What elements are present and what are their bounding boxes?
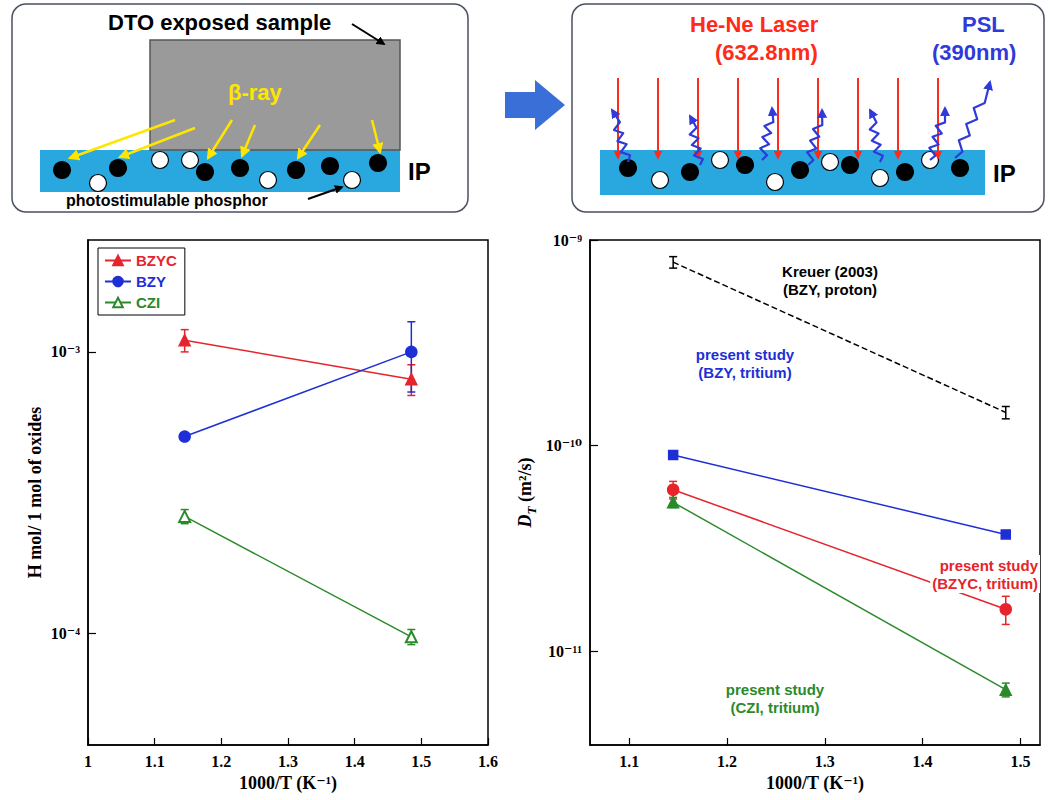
- svg-text:PSL: PSL: [962, 12, 1005, 37]
- svg-text:(BZYC, tritium): (BZYC, tritium): [932, 575, 1038, 592]
- svg-text:H mol/ 1 mol of oxides: H mol/ 1 mol of oxides: [25, 407, 45, 579]
- svg-text:D: D: [515, 514, 535, 528]
- svg-text:(BZY, tritium): (BZY, tritium): [698, 364, 791, 381]
- svg-text:CZI: CZI: [136, 294, 160, 311]
- svg-text:(632.8nm): (632.8nm): [715, 40, 818, 65]
- svg-text:IP: IP: [993, 160, 1016, 187]
- svg-text:1: 1: [84, 753, 92, 770]
- svg-text:1000/T (K⁻¹): 1000/T (K⁻¹): [766, 773, 864, 794]
- svg-text:10⁻¹¹: 10⁻¹¹: [548, 643, 582, 660]
- svg-text:1.2: 1.2: [211, 753, 231, 770]
- svg-text:photostimulable phosphor: photostimulable phosphor: [66, 192, 268, 209]
- svg-text:1.4: 1.4: [345, 753, 365, 770]
- svg-text:(390nm): (390nm): [932, 40, 1016, 65]
- svg-text:IP: IP: [408, 158, 431, 185]
- svg-text:10⁻⁹: 10⁻⁹: [553, 232, 582, 249]
- svg-text:1.2: 1.2: [717, 753, 737, 770]
- svg-text:(BZY, proton): (BZY, proton): [783, 281, 877, 298]
- svg-text:1.1: 1.1: [619, 753, 639, 770]
- svg-text:(m²/s): (m²/s): [515, 458, 536, 507]
- svg-text:He-Ne Laser: He-Ne Laser: [690, 12, 819, 37]
- svg-text:10⁻¹⁰: 10⁻¹⁰: [546, 437, 582, 454]
- svg-text:1.5: 1.5: [411, 753, 431, 770]
- svg-text:T: T: [524, 506, 539, 515]
- svg-text:1000/T (K⁻¹): 1000/T (K⁻¹): [239, 773, 337, 794]
- svg-text:10⁻³: 10⁻³: [51, 343, 80, 360]
- svg-text:10⁻⁴: 10⁻⁴: [51, 625, 80, 642]
- svg-text:DTO exposed sample: DTO exposed sample: [108, 10, 331, 35]
- svg-text:(CZI, tritium): (CZI, tritium): [730, 699, 819, 716]
- svg-text:1.3: 1.3: [815, 753, 835, 770]
- svg-text:present study: present study: [726, 681, 825, 698]
- svg-text:present study: present study: [696, 346, 795, 363]
- svg-text:β-ray: β-ray: [228, 80, 283, 105]
- svg-text:1.5: 1.5: [1010, 753, 1030, 770]
- svg-text:1.4: 1.4: [913, 753, 933, 770]
- svg-text:1.6: 1.6: [478, 753, 498, 770]
- svg-text:1.3: 1.3: [278, 753, 298, 770]
- svg-text:Kreuer (2003): Kreuer (2003): [782, 263, 878, 280]
- svg-text:BZYC: BZYC: [136, 252, 177, 269]
- svg-text:BZY: BZY: [136, 273, 166, 290]
- svg-text:1.1: 1.1: [145, 753, 165, 770]
- svg-text:present study: present study: [940, 557, 1039, 574]
